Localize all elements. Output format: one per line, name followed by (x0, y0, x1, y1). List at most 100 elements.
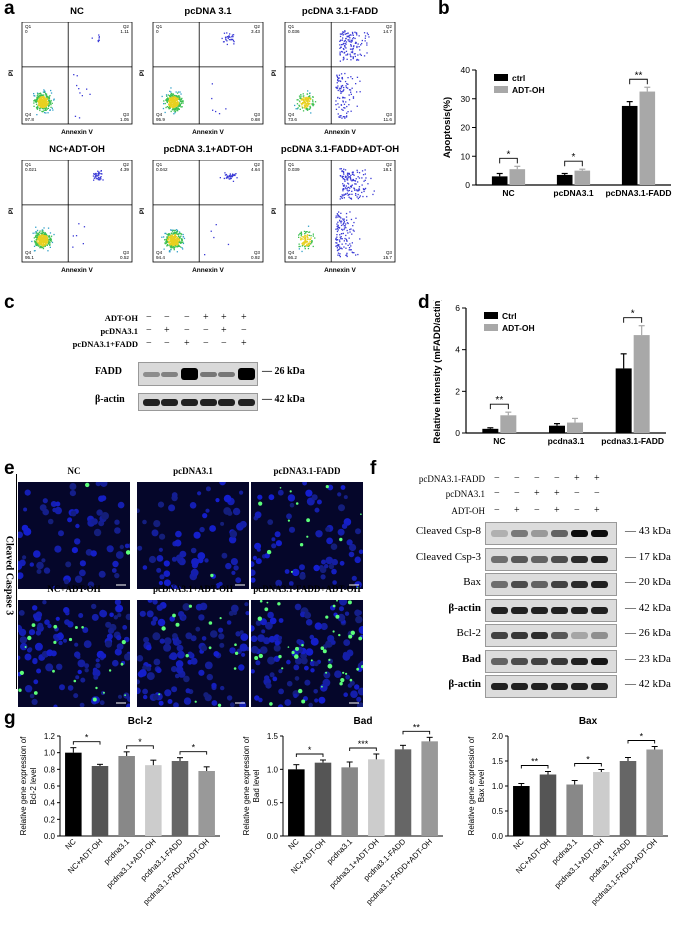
micrograph-title: NC+ADT-OH (47, 584, 101, 594)
lane-sign: + (534, 488, 540, 499)
event-dot (346, 178, 348, 180)
event-dot (40, 232, 42, 234)
event-dot (175, 243, 177, 245)
nucleus (271, 543, 277, 549)
x-axis-label: Annexin V (61, 267, 93, 274)
event-dot (304, 239, 306, 241)
nucleus (98, 570, 106, 578)
event-dot (40, 97, 42, 99)
nucleus (115, 551, 124, 559)
event-dot (35, 101, 37, 103)
event-dot (335, 104, 337, 106)
event-dot (49, 232, 52, 234)
event-dot (337, 76, 339, 79)
caspase-signal (85, 482, 90, 488)
event-dot (34, 235, 37, 237)
event-dot (45, 102, 48, 104)
caspase-signal (322, 649, 327, 654)
y-tick-label: 0.8 (44, 765, 56, 774)
event-dot (38, 99, 41, 101)
nucleus (105, 621, 112, 628)
nucleus (79, 560, 86, 567)
nucleus (169, 652, 178, 661)
event-dot (345, 101, 347, 103)
category-label: pcDNA3.1 (553, 188, 593, 198)
event-dot (346, 174, 349, 176)
event-dot (178, 245, 180, 247)
nucleus (304, 611, 312, 619)
event-dot (38, 97, 40, 99)
event-dot (351, 193, 353, 195)
nucleus (219, 482, 226, 486)
category-label: pcDNA3.1-FADD (605, 188, 671, 198)
event-dot (353, 179, 355, 182)
event-dot (345, 185, 347, 187)
event-dot (38, 104, 40, 107)
event-dot (357, 193, 359, 196)
event-dot (352, 37, 355, 39)
event-dot (349, 197, 351, 199)
protein-band (238, 398, 255, 406)
event-dot (347, 172, 349, 175)
significance-bracket (402, 730, 431, 735)
protein-band (571, 657, 588, 665)
micrograph-background (18, 482, 130, 589)
nucleus (320, 622, 328, 631)
event-dot (221, 37, 223, 40)
nucleus (338, 504, 345, 512)
caspase-signal (295, 646, 299, 651)
event-dot (45, 238, 47, 240)
caspase-signal (360, 513, 362, 515)
event-dot (169, 97, 171, 99)
event-dot (342, 170, 344, 172)
event-dot (306, 231, 308, 233)
event-dot (234, 173, 236, 176)
event-dot (363, 55, 366, 57)
event-dot (359, 53, 361, 55)
event-dot (336, 234, 338, 236)
event-dot (344, 97, 346, 99)
protein-band (551, 632, 568, 639)
event-dot (48, 104, 50, 107)
kda-value: 42 kDa (274, 394, 305, 405)
event-dot (336, 75, 338, 78)
nucleus (146, 666, 152, 672)
nucleus (318, 696, 326, 704)
nucleus (251, 577, 256, 583)
nucleus (36, 668, 42, 674)
event-dot (169, 242, 171, 244)
event-dot (362, 195, 364, 198)
q1-value: 0 (25, 29, 28, 34)
caspase-signal (121, 640, 126, 645)
event-dot (170, 237, 173, 239)
event-dot (345, 243, 347, 245)
nucleus (330, 543, 338, 550)
event-dot (354, 37, 356, 40)
event-dot (305, 96, 307, 99)
event-dot (170, 98, 172, 100)
event-dot (300, 232, 303, 234)
event-dot (343, 178, 346, 181)
event-dot (355, 254, 357, 256)
event-dot (169, 95, 172, 98)
legend-swatch (484, 324, 498, 331)
nucleus (93, 528, 102, 537)
nucleus (284, 569, 290, 574)
nucleus (24, 653, 32, 661)
event-dot (347, 232, 349, 234)
caspase-signal (340, 678, 345, 683)
nucleus (343, 692, 348, 697)
event-dot (36, 231, 38, 233)
event-dot (304, 248, 306, 250)
event-dot (100, 170, 102, 172)
caspase-signal (279, 487, 282, 489)
event-dot (227, 243, 230, 246)
event-dot (166, 245, 168, 247)
event-dot (211, 83, 213, 85)
significance-bracket (499, 157, 518, 164)
nucleus (171, 686, 178, 693)
event-dot (42, 106, 44, 109)
event-dot (46, 103, 48, 105)
